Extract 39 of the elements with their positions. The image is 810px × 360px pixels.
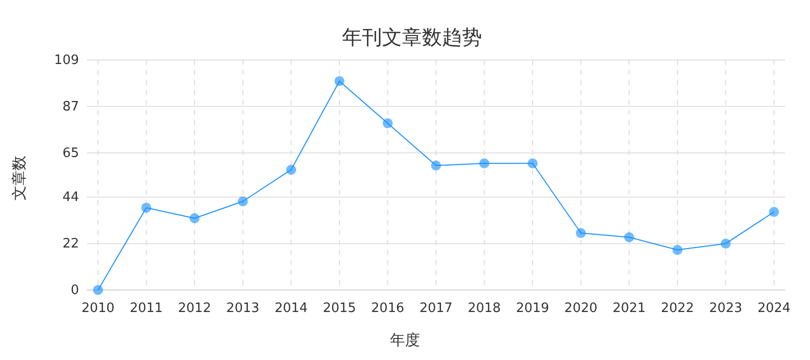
y-axis-title: 文章数 — [10, 156, 28, 200]
point — [93, 285, 103, 295]
x-tick-label: 2020 — [564, 301, 598, 316]
chart-title: 年刊文章数趋势 — [342, 25, 482, 49]
x-tick-label: 2016 — [371, 301, 404, 316]
x-tick-label: 2019 — [516, 301, 550, 316]
y-tick-label: 0 — [70, 283, 79, 298]
x-tick-label: 2017 — [419, 301, 453, 316]
x-tick-label: 2014 — [274, 301, 308, 316]
y-tick-label: 109 — [54, 53, 79, 68]
x-tick-label: 2013 — [226, 301, 260, 316]
y-tick-label: 44 — [62, 190, 79, 206]
x-tick-label: 2012 — [178, 301, 212, 316]
point — [624, 232, 634, 242]
point — [528, 158, 538, 168]
x-tick-label: 2018 — [468, 301, 501, 316]
x-tick-label: 2024 — [757, 301, 791, 316]
point — [382, 118, 393, 128]
point — [238, 196, 248, 206]
y-tick-label: 65 — [62, 146, 79, 161]
x-tick-label: 2021 — [612, 301, 646, 316]
point — [190, 213, 200, 224]
point — [141, 202, 152, 213]
point — [720, 238, 731, 249]
point — [479, 158, 490, 168]
x-tick-label: 2023 — [709, 301, 742, 316]
y-tick-label: 87 — [62, 99, 79, 114]
point — [334, 76, 344, 86]
point — [672, 244, 682, 255]
point — [769, 206, 779, 217]
x-tick-label: 2022 — [660, 301, 694, 316]
x-tick-label: 2011 — [130, 301, 163, 316]
point — [431, 160, 441, 171]
point — [576, 228, 586, 238]
x-axis-title: 年度 — [390, 331, 420, 349]
point — [286, 164, 296, 175]
y-tick-label: 22 — [62, 236, 79, 252]
x-tick-label: 2010 — [81, 301, 115, 316]
x-tick-label: 2015 — [322, 301, 356, 316]
